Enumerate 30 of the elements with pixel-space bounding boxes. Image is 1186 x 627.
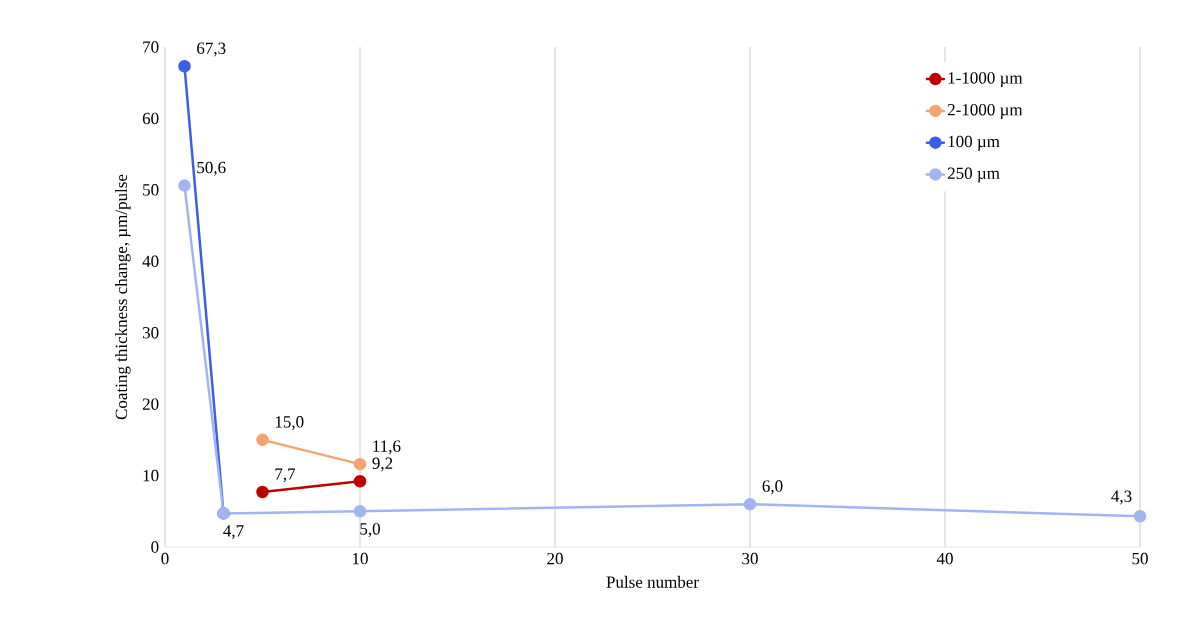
data-label: 4,3 (1111, 490, 1132, 505)
data-label: 9,2 (372, 457, 393, 472)
x-axis-title: Pulse number (606, 575, 699, 588)
data-label: 5,0 (360, 523, 380, 538)
data-label: 4,7 (223, 525, 244, 540)
y-axis-title: Coating thickness change, µm/pulse (115, 174, 131, 420)
data-label: 67,3 (197, 42, 226, 57)
x-tick-label: 10 (353, 552, 368, 565)
data-label: 50,6 (197, 161, 226, 176)
data-label: 15,0 (275, 416, 304, 430)
legend-label: 250 µm (947, 167, 1000, 183)
x-tick-label: 20 (547, 552, 563, 565)
y-tick-label: 50 (143, 184, 159, 196)
y-tick-label: 60 (142, 112, 159, 125)
legend-label: 100 µm (948, 135, 1000, 151)
legend-label: 1-1000 µm (948, 72, 1023, 88)
y-tick-label: 20 (142, 398, 159, 410)
y-tick-label: 70 (143, 41, 159, 53)
data-label: 6,0 (762, 480, 783, 495)
x-tick-label: 50 (1132, 552, 1148, 565)
legend-label: 2-1000 µm (947, 103, 1023, 119)
y-tick-label: 0 (151, 541, 159, 553)
y-tick-label: 40 (142, 255, 159, 268)
x-tick-label: 30 (742, 552, 758, 565)
y-tick-label: 30 (142, 326, 159, 339)
x-tick-label: 40 (936, 552, 953, 565)
data-label: 7,7 (275, 468, 296, 483)
y-tick-label: 10 (143, 469, 159, 482)
data-label: 11,6 (373, 440, 401, 455)
x-tick-label: 0 (161, 552, 169, 565)
